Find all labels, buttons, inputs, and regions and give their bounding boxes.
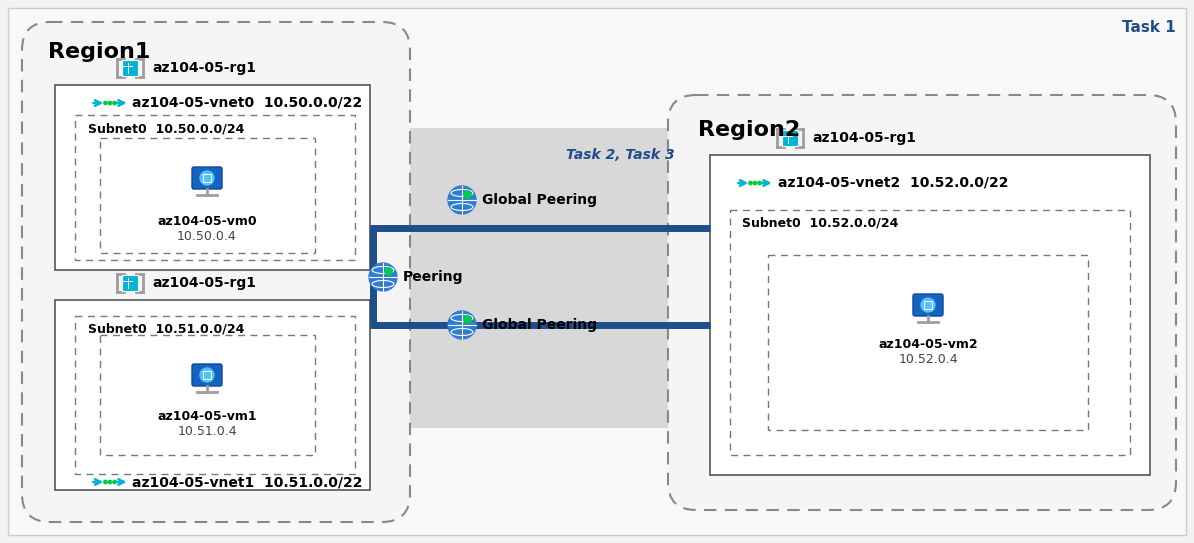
Bar xyxy=(308,128,946,428)
Text: Task 2, Task 3: Task 2, Task 3 xyxy=(566,148,675,162)
Text: Global Peering: Global Peering xyxy=(482,318,597,332)
Circle shape xyxy=(369,263,396,291)
Circle shape xyxy=(104,481,107,484)
Circle shape xyxy=(749,181,752,185)
Text: az104-05-rg1: az104-05-rg1 xyxy=(812,131,916,145)
Bar xyxy=(924,301,933,310)
Circle shape xyxy=(464,191,472,198)
FancyBboxPatch shape xyxy=(21,22,410,522)
Text: az104-05-rg1: az104-05-rg1 xyxy=(152,61,256,75)
Circle shape xyxy=(109,481,112,484)
Text: Subnet0  10.50.0.0/24: Subnet0 10.50.0.0/24 xyxy=(88,122,245,135)
Text: Region2: Region2 xyxy=(698,120,800,140)
Text: Task 1: Task 1 xyxy=(1122,20,1176,35)
Bar xyxy=(55,85,370,270)
Bar xyxy=(75,316,355,474)
Text: Region1: Region1 xyxy=(48,42,150,62)
Text: Peering: Peering xyxy=(404,270,463,284)
Bar xyxy=(710,155,1150,475)
Circle shape xyxy=(758,181,762,185)
Circle shape xyxy=(921,298,935,312)
Circle shape xyxy=(448,186,476,214)
FancyBboxPatch shape xyxy=(192,364,222,386)
Circle shape xyxy=(113,481,116,484)
Bar xyxy=(730,210,1130,455)
FancyBboxPatch shape xyxy=(122,275,137,291)
FancyBboxPatch shape xyxy=(122,60,137,76)
Text: 10.50.0.4: 10.50.0.4 xyxy=(177,230,236,243)
Circle shape xyxy=(201,368,214,382)
Bar xyxy=(100,138,315,253)
Circle shape xyxy=(104,102,107,105)
Circle shape xyxy=(464,316,472,323)
Text: Subnet0  10.52.0.0/24: Subnet0 10.52.0.0/24 xyxy=(741,217,898,230)
FancyBboxPatch shape xyxy=(913,294,943,316)
Circle shape xyxy=(753,181,757,185)
Text: Global Peering: Global Peering xyxy=(482,193,597,207)
Text: az104-05-vm1: az104-05-vm1 xyxy=(158,410,257,423)
Text: az104-05-vnet2  10.52.0.0/22: az104-05-vnet2 10.52.0.0/22 xyxy=(778,176,1009,190)
Text: az104-05-vnet1  10.51.0.0/22: az104-05-vnet1 10.51.0.0/22 xyxy=(133,475,363,489)
Text: 10.51.0.4: 10.51.0.4 xyxy=(177,425,236,438)
FancyBboxPatch shape xyxy=(667,95,1176,510)
Text: az104-05-vnet0  10.50.0.0/22: az104-05-vnet0 10.50.0.0/22 xyxy=(133,96,362,110)
Bar xyxy=(768,255,1088,430)
Bar xyxy=(75,115,355,260)
Text: 10.52.0.4: 10.52.0.4 xyxy=(898,353,958,366)
Bar xyxy=(203,371,211,380)
Circle shape xyxy=(386,268,392,275)
Text: az104-05-vm0: az104-05-vm0 xyxy=(158,215,257,228)
Text: az104-05-vm2: az104-05-vm2 xyxy=(879,338,978,351)
Circle shape xyxy=(113,102,116,105)
FancyBboxPatch shape xyxy=(192,167,222,189)
Text: az104-05-rg1: az104-05-rg1 xyxy=(152,276,256,290)
FancyBboxPatch shape xyxy=(782,130,798,146)
Bar xyxy=(100,335,315,455)
Bar xyxy=(203,174,211,182)
Bar xyxy=(55,300,370,490)
Circle shape xyxy=(201,171,214,185)
Circle shape xyxy=(109,102,112,105)
Text: Subnet0  10.51.0.0/24: Subnet0 10.51.0.0/24 xyxy=(88,322,245,335)
Circle shape xyxy=(448,311,476,339)
